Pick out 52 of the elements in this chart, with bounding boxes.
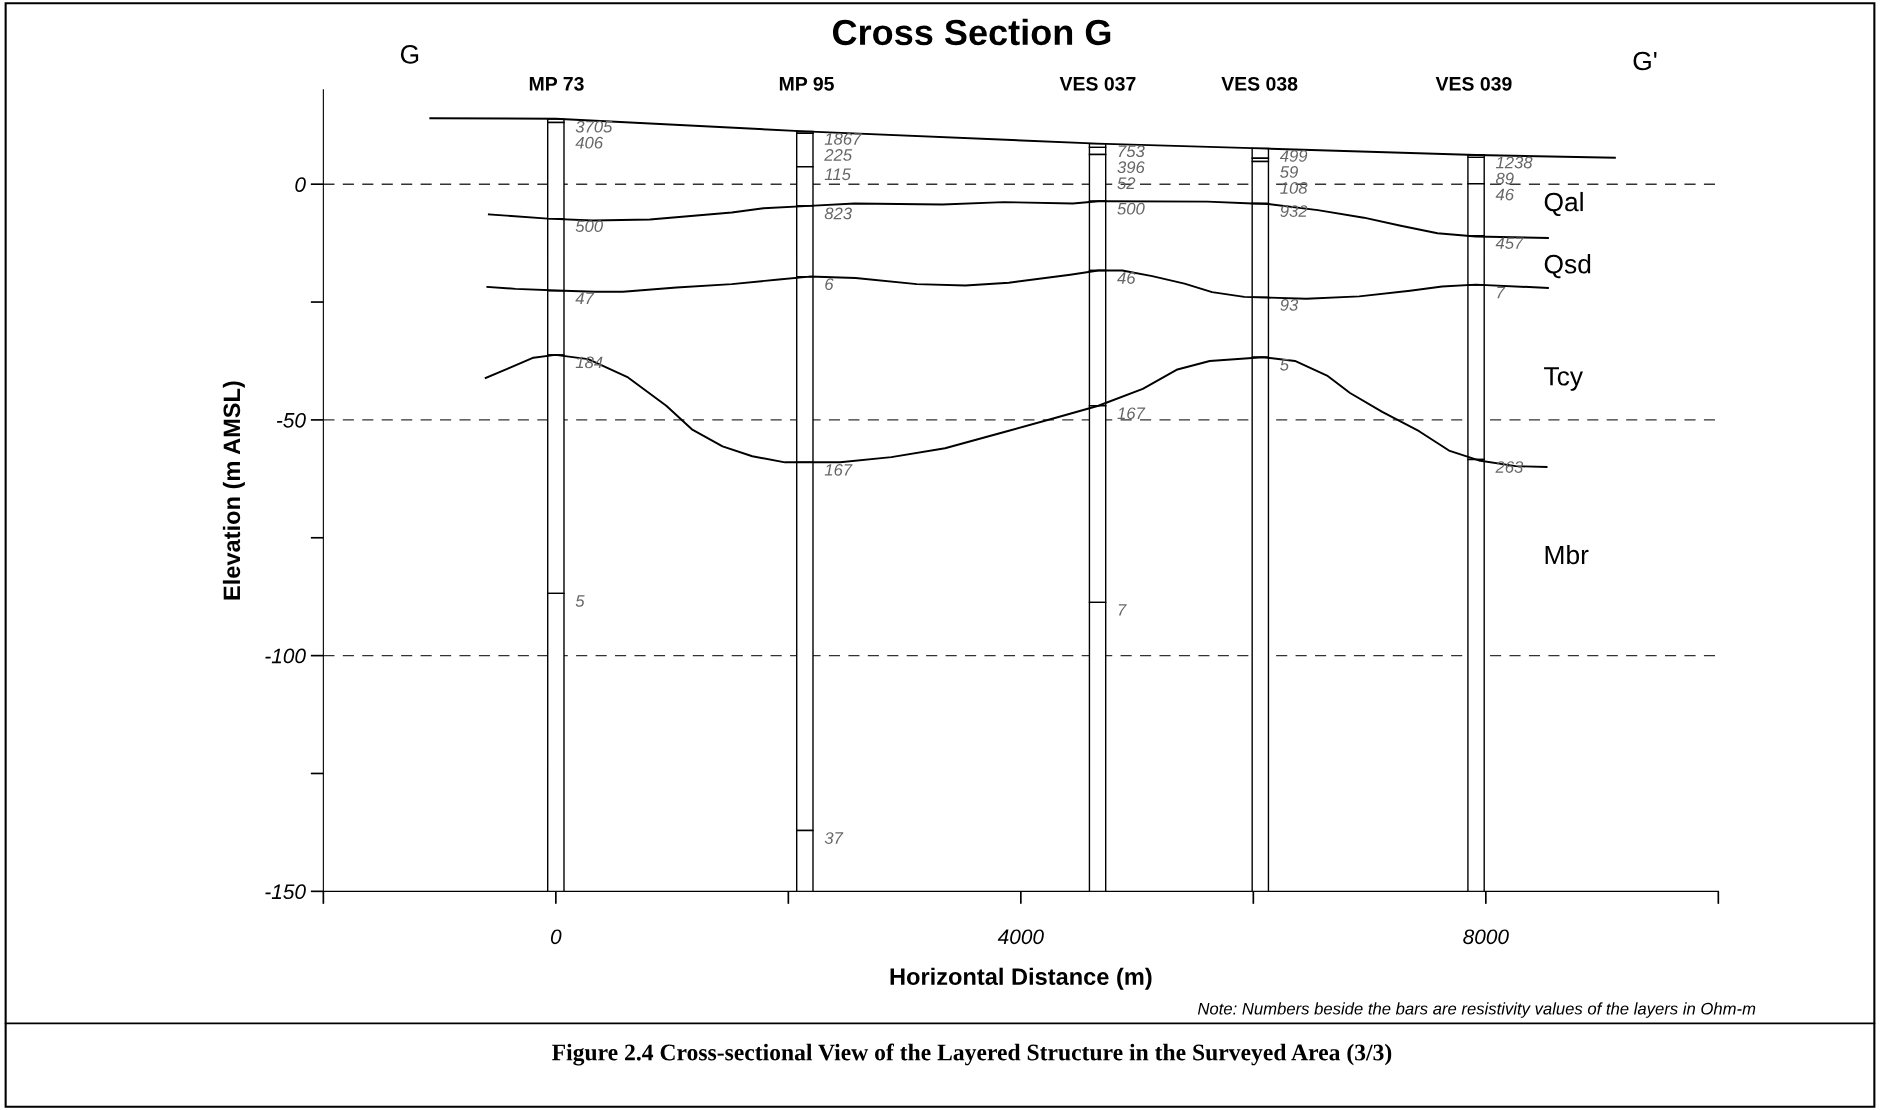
x-tick-label: 0: [550, 929, 562, 945]
annotation: 823: [824, 207, 852, 220]
x-tick-label: 4000: [997, 929, 1044, 945]
y-tick-label: -100: [265, 648, 306, 664]
annotation: VES 039: [1435, 76, 1512, 91]
annotation: 1238: [1495, 156, 1533, 169]
annotation: 753: [1118, 145, 1145, 158]
annotation: 225: [824, 149, 853, 161]
annotation: 1867: [824, 133, 862, 145]
annotation: 167: [824, 463, 853, 476]
annotation: 47: [575, 292, 595, 304]
y-tick-label: -150: [265, 884, 306, 900]
annotation: 7: [1497, 286, 1506, 299]
x-axis-title: Horizontal Distance (m): [890, 967, 1152, 990]
annotation: 499: [1279, 150, 1308, 162]
annotation: 932: [1280, 205, 1308, 217]
annotation: 6: [825, 278, 834, 291]
annotation: 5: [575, 595, 585, 607]
caption: Figure 2.4 Cross-sectional View of the Layered Structure in the Surveyed Area (3/3): [552, 1043, 1392, 1066]
annotation: 5: [1280, 359, 1290, 371]
y-tick-label: 0: [295, 177, 306, 192]
annotation: 406: [575, 136, 604, 149]
annotation: 3705: [575, 120, 613, 133]
text: Note: Numbers beside the bars are resistivity values of the layers in Ohm-m: [1197, 1002, 1756, 1018]
text: G: [400, 45, 419, 64]
annotation: 167: [1117, 407, 1146, 420]
annotation: Qsd: [1544, 254, 1591, 279]
annotation: VES 038: [1221, 76, 1298, 91]
text: G': [1633, 51, 1657, 71]
annotation: 46: [1495, 188, 1515, 201]
annotation: 46: [1117, 272, 1136, 284]
annotation: 396: [1117, 161, 1145, 174]
annotation: MP 95: [779, 76, 834, 91]
annotation: 89: [1495, 172, 1514, 185]
annotation: 115: [824, 168, 851, 181]
annotation: Qal: [1544, 191, 1583, 217]
annotation: 500: [575, 220, 603, 233]
annotation: 93: [1280, 298, 1299, 311]
y-tick-label: -50: [276, 412, 306, 428]
annotation: 59: [1280, 166, 1298, 178]
annotation: MP 73: [529, 76, 584, 91]
y-axis-title: Elevation (m AMSL): [222, 381, 245, 600]
annotation: 7: [1118, 604, 1127, 616]
chart-title: Cross Section G: [832, 18, 1111, 46]
annotation: Tcy: [1544, 367, 1583, 391]
annotation: 37: [824, 832, 844, 844]
annotation: 500: [1117, 202, 1145, 215]
annotation: VES 037: [1059, 76, 1136, 91]
annotation: 457: [1495, 237, 1524, 250]
annotation: Mbr: [1545, 544, 1589, 565]
x-tick-label: 8000: [1463, 929, 1509, 945]
annotation: 108: [1280, 182, 1308, 194]
